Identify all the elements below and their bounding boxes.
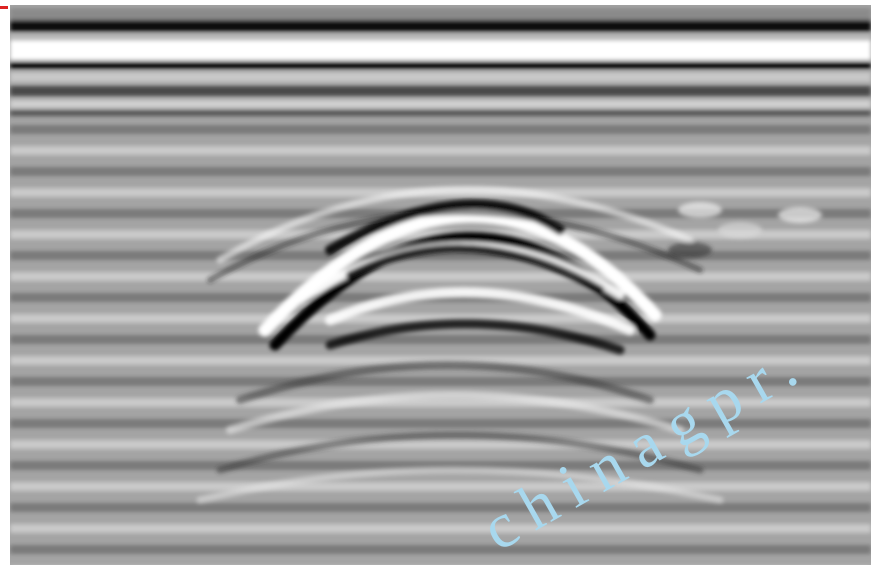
band <box>10 110 871 116</box>
scatter-spot <box>778 207 822 223</box>
band <box>10 482 871 491</box>
band <box>10 272 871 281</box>
band <box>10 100 871 108</box>
band <box>10 8 871 20</box>
band <box>10 335 871 344</box>
band <box>10 86 871 96</box>
band <box>10 125 871 134</box>
scatter-spot <box>678 202 722 218</box>
band <box>10 545 871 554</box>
radargram <box>10 5 871 565</box>
band <box>10 62 871 69</box>
band <box>10 440 871 449</box>
band <box>10 72 871 82</box>
scatter-spot <box>718 222 762 238</box>
page: chinagpr. (() => { const data = JSON.par… <box>0 0 871 565</box>
band <box>10 146 871 155</box>
band <box>10 34 871 38</box>
scatter-spot <box>668 242 712 258</box>
band <box>10 40 871 60</box>
radargram-view: chinagpr. <box>0 0 871 565</box>
band <box>10 20 871 32</box>
band <box>10 524 871 533</box>
band <box>10 167 871 176</box>
corner-mark <box>0 6 8 9</box>
band <box>10 503 871 512</box>
